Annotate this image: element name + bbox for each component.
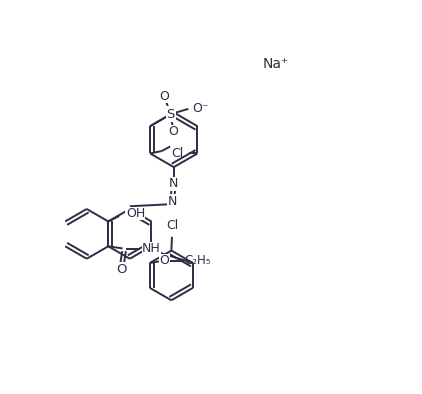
Text: N: N xyxy=(168,195,177,208)
Text: O: O xyxy=(159,90,169,103)
Text: O⁻: O⁻ xyxy=(192,102,208,115)
Text: Na⁺: Na⁺ xyxy=(262,57,289,71)
Text: O: O xyxy=(160,254,169,267)
Text: O: O xyxy=(116,263,127,276)
Text: N: N xyxy=(169,177,179,190)
Text: C₂H₅: C₂H₅ xyxy=(184,254,211,267)
Text: O: O xyxy=(168,125,178,138)
Text: Cl: Cl xyxy=(166,219,179,232)
Text: S: S xyxy=(167,108,175,121)
Text: Cl: Cl xyxy=(171,147,183,160)
Text: NH: NH xyxy=(142,242,161,255)
Text: OH: OH xyxy=(126,207,145,220)
